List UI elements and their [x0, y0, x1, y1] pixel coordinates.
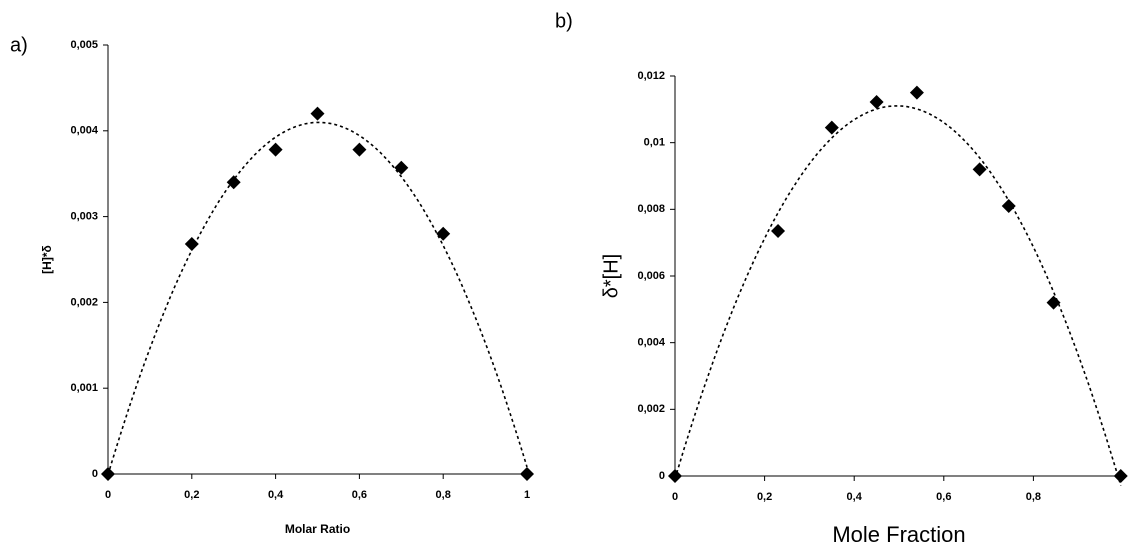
point [1046, 295, 1061, 310]
point [972, 162, 987, 177]
point [101, 467, 115, 481]
point [909, 85, 924, 100]
x-axis-title: Molar Ratio [285, 522, 350, 536]
x-tick-label: 0,4 [847, 491, 863, 503]
point [869, 95, 884, 109]
x-tick-label: 0 [105, 489, 111, 501]
y-tick-label: 0,002 [637, 403, 665, 415]
point [1113, 469, 1128, 483]
point [226, 175, 241, 190]
point [824, 120, 839, 135]
y-tick-label: 0,004 [637, 337, 665, 349]
x-tick-label: 0,4 [268, 489, 284, 501]
x-tick-label: 0,6 [936, 491, 951, 503]
x-tick-label: 0 [672, 491, 678, 503]
point [394, 160, 409, 175]
x-tick-label: 1 [524, 489, 530, 501]
y-tick-label: 0,006 [637, 270, 665, 282]
y-tick-label: 0 [659, 470, 665, 482]
x-tick-label: 0,2 [184, 489, 199, 501]
y-tick-label: 0,001 [70, 382, 98, 394]
trendline [674, 105, 1122, 486]
trendline [107, 121, 528, 475]
y-tick-label: 0,002 [70, 296, 98, 308]
y-tick-label: 0,003 [70, 211, 98, 223]
point [352, 142, 367, 157]
panel-label: a) [10, 34, 28, 56]
y-tick-label: 0,005 [70, 39, 98, 51]
y-tick-label: 0,012 [637, 70, 665, 82]
x-tick-label: 0,6 [352, 489, 367, 501]
y-tick-label: 0,008 [637, 203, 665, 215]
x-tick-label: 0,2 [757, 491, 772, 503]
chart-panel: b) 0 0,002 0,004 0,006 0,008 0,01 0,012 0 0,2 0,4 0… [555, 10, 1128, 547]
y-axis-title: δ*[H] [600, 254, 622, 298]
point [668, 469, 682, 483]
point [184, 237, 199, 252]
point [310, 106, 325, 121]
point [1001, 199, 1016, 213]
y-axis-title: [H]*δ [40, 245, 54, 274]
point [268, 142, 283, 157]
panel-label: b) [555, 10, 573, 32]
y-tick-label: 0 [92, 468, 98, 480]
y-tick-label: 0,01 [644, 137, 665, 149]
point [520, 467, 534, 481]
x-tick-label: 0,8 [436, 489, 451, 501]
chart-panel: a) 0 0,001 0,002 0,003 0,004 0,005 0 0,2 0,4 0,6 0,… [10, 34, 534, 536]
point [771, 224, 786, 238]
y-tick-label: 0,004 [70, 125, 98, 137]
x-axis-title: Mole Fraction [832, 522, 965, 547]
x-tick-label: 0,8 [1026, 491, 1041, 503]
point [436, 226, 451, 241]
